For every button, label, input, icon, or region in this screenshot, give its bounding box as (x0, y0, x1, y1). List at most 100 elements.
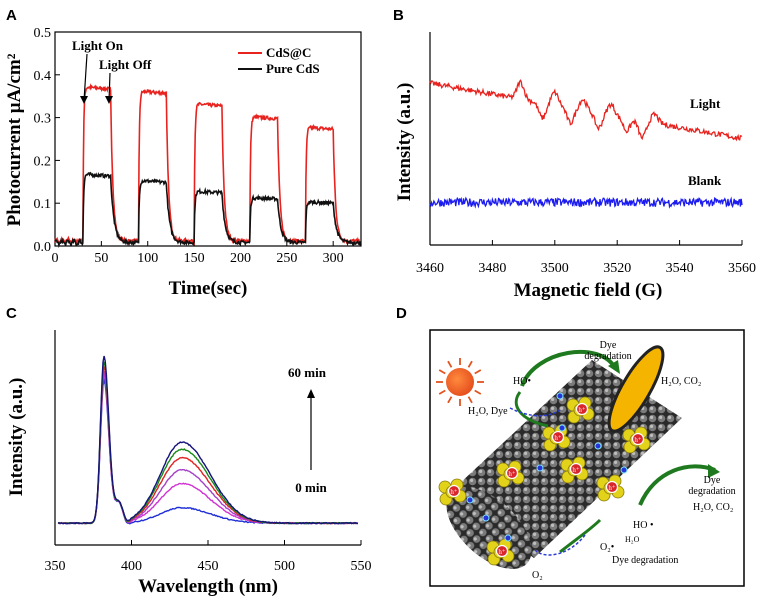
a-ytick-label: 0.2 (34, 154, 52, 169)
electron-icon (504, 534, 512, 542)
b-xtick-label: 3520 (603, 261, 631, 276)
hole-icon (447, 484, 461, 498)
b-xtick-label: 3460 (416, 261, 444, 276)
hole-icon (495, 544, 509, 558)
products-top-label: H₂O, CO₂ (661, 376, 701, 387)
electron-icon (594, 442, 602, 450)
products-right-label: H₂O, CO₂ (693, 502, 733, 513)
c-xtick-label: 550 (351, 559, 372, 574)
panel-a-series (54, 83, 362, 249)
a-series-0 (54, 83, 362, 246)
cds-cluster: h⁺ (596, 474, 625, 502)
bottom-cycle-arrow (559, 518, 602, 554)
c-xtick-label: 500 (274, 559, 295, 574)
panel-c-ticks: 350 400 450 500 550 (45, 540, 372, 574)
sun-icon (436, 358, 484, 406)
right-cycle-arrow (638, 464, 716, 506)
panel-c-absorbance-chart: C 350 400 450 500 550 Wavelength (nm) Intens… (6, 305, 372, 597)
panel-a-label: A (6, 7, 17, 24)
panel-a-photocurrent-chart: A 0 50 100 150 200 250 300 0.0 0.1 0.2 0.3 0.4 0.5 T… (4, 7, 362, 299)
electron-icon (536, 464, 544, 472)
c-xtick-label: 350 (45, 559, 66, 574)
a-ytick-label: 0.3 (34, 112, 52, 127)
hole-label: h⁺ (572, 466, 580, 474)
degradation-top-label: degradation (584, 351, 631, 362)
hole-label: h⁺ (498, 548, 506, 556)
cds-cluster: h⁺ (486, 538, 515, 566)
panel-c-series (57, 355, 359, 525)
electron-icon (558, 424, 566, 432)
cds-cluster: h⁺ (566, 396, 595, 424)
water-small-label: H₂O (625, 535, 640, 544)
a-ytick-label: 0.5 (34, 26, 52, 41)
hole-label: h⁺ (450, 488, 458, 496)
panel-a-ticks: 0 50 100 150 200 250 300 0.0 0.1 0.2 0.3 0.4 0.5 (34, 26, 344, 266)
hole-label: h⁺ (554, 434, 562, 442)
cds-cluster: h⁺ (622, 426, 651, 454)
a-xtick-label: 50 (94, 251, 108, 266)
b-series-0 (429, 79, 743, 142)
hole-icon (605, 480, 619, 494)
panel-b-series (429, 79, 743, 209)
a-xtick-label: 300 (323, 251, 344, 266)
hole-icon (569, 462, 583, 476)
hydroxyl-right-label: HO • (633, 520, 653, 531)
hydroxyl-top-label: HO• (513, 376, 531, 387)
b-xtick-label: 3480 (478, 261, 506, 276)
light-on-label: Light On (72, 38, 124, 53)
hole-icon (631, 432, 645, 446)
a-ytick-label: 0.1 (34, 197, 52, 212)
light-on-arrow (83, 53, 88, 102)
c-xtick-label: 450 (198, 559, 219, 574)
cds-cluster: h⁺ (542, 424, 571, 452)
hole-icon (551, 430, 565, 444)
hole-label: h⁺ (608, 484, 616, 492)
cds-cluster: h⁺ (438, 478, 467, 506)
panel-b-ylabel: Intensity (a.u.) (394, 83, 415, 202)
a-ytick-label: 0.0 (34, 240, 52, 255)
b-xtick-label: 3500 (541, 261, 569, 276)
oxygen-label: O₂ (532, 570, 543, 581)
light-off-arrowhead (105, 96, 113, 104)
cds-cluster: h⁺ (496, 460, 525, 488)
a-xtick-label: 150 (184, 251, 205, 266)
hole-icon (505, 466, 519, 480)
panel-c-xlabel: Wavelength (nm) (138, 576, 278, 597)
c-series-0 (57, 377, 358, 525)
hole-label: h⁺ (578, 406, 586, 414)
time-top-label: 60 min (288, 365, 327, 380)
carbon-nanotube (444, 345, 682, 569)
a-ytick-label: 0.4 (34, 69, 52, 84)
top-cycle-arrowhead (608, 360, 620, 374)
time-arrowhead (307, 389, 315, 398)
dye-degradation-bottom-label: Dye degradation (612, 555, 678, 566)
a-xtick-label: 0 (52, 251, 59, 266)
panel-a-xlabel: Time(sec) (169, 278, 248, 299)
dye-top-label: Dye (600, 340, 617, 351)
tube-opening (607, 345, 665, 433)
a-xtick-label: 200 (230, 251, 251, 266)
light-on-arrowhead (80, 96, 88, 104)
panel-b-xlabel: Magnetic field (G) (514, 280, 663, 301)
panel-c-label: C (6, 305, 17, 322)
panel-c-ylabel: Intensity (a.u.) (6, 378, 27, 497)
a-xtick-label: 250 (276, 251, 297, 266)
legend-label-pure-cds: Pure CdS (266, 61, 320, 76)
b-series-1 (429, 196, 743, 209)
blank-series-label: Blank (688, 173, 722, 188)
legend-label-cdsc: CdS@C (266, 45, 311, 60)
dye-right-label: Dye (704, 475, 721, 486)
superoxide-path (534, 534, 586, 556)
a-series-1 (54, 171, 362, 249)
b-xtick-label: 3540 (666, 261, 694, 276)
panel-b-label: B (393, 7, 404, 24)
a-xtick-label: 100 (137, 251, 158, 266)
hole-icon (575, 402, 589, 416)
panel-b-ticks: 3460 3480 3500 3520 3540 3560 (416, 240, 756, 276)
electron-icon (556, 392, 564, 400)
b-xtick-label: 3560 (728, 261, 756, 276)
panel-b-epr-chart: B 3460 3480 3500 3520 3540 3560 Magnetic fiel… (393, 7, 756, 301)
light-off-label: Light Off (99, 57, 152, 72)
superoxide-label: O₂• (600, 542, 614, 553)
